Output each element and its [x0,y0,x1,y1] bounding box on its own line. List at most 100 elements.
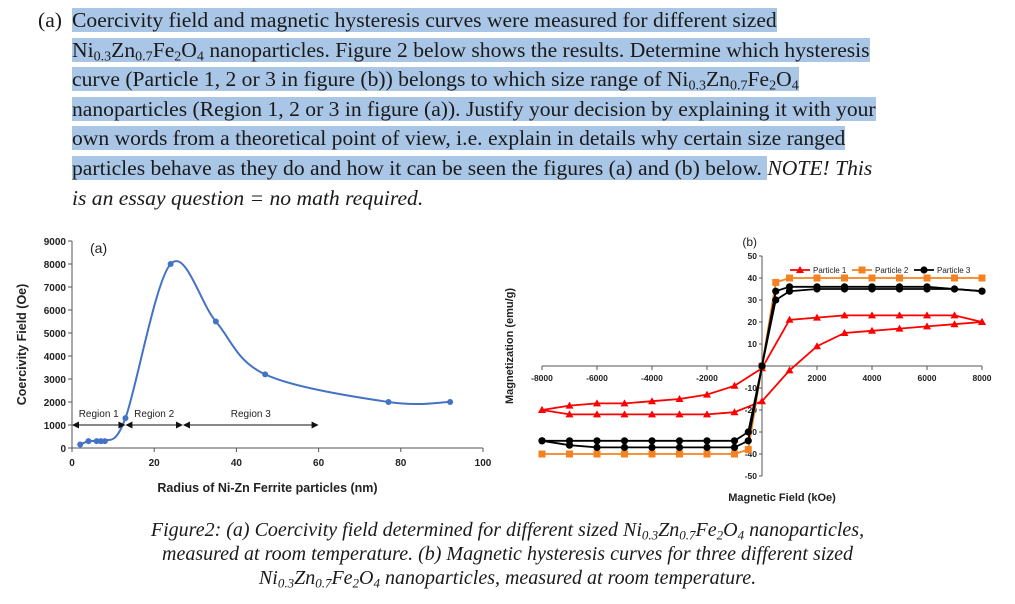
hysteresis-point [565,410,574,418]
legend-label: Particle 3 [937,266,971,275]
hysteresis-point [593,399,601,407]
hysteresis-point [731,450,738,458]
hysteresis-point [840,283,849,291]
formula-zn: Zn [705,67,730,92]
x-tick-label: 100 [475,458,492,469]
caption-text: Figure2: (a) Coercivity field determined… [150,519,642,541]
hysteresis-point [703,450,711,458]
region-arrowhead-left [72,421,79,429]
question-line-3: curve (Particle 1, 2 or 3 in figure (b))… [72,65,799,95]
hysteresis-point [895,283,904,291]
hysteresis-point [895,311,904,319]
hysteresis-point [703,410,711,418]
caption-text: measured at room temperature. (b) Magnet… [162,543,853,565]
coercivity-point [85,438,92,445]
y-tick-label: 5000 [44,329,67,340]
caption-text: nanoparticles, [744,519,865,541]
hysteresis-point [648,443,656,451]
legend-swatch-marker [858,266,866,274]
hysteresis-point [868,326,876,334]
y-tick-label: -20 [745,405,758,415]
formula-sub: 2 [352,575,360,591]
y-tick-label: -40 [745,449,758,459]
hysteresis-point [923,274,931,282]
hysteresis-point [840,311,849,319]
x-tick-label: 8000 [973,373,992,383]
y-tick-label: -50 [745,471,758,481]
hysteresis-point [565,401,574,409]
hysteresis-point [648,450,656,458]
formula-sub: 4 [196,48,204,65]
hysteresis-point [593,450,601,458]
y-tick-label: 3000 [44,375,67,386]
formula-ni: Ni [72,37,94,62]
hysteresis-point [593,437,601,445]
y-tick-label: 0 [60,444,66,455]
caption-text: nanoparticles, measured at room temperat… [380,567,757,589]
region-label: Region 2 [134,409,174,420]
y-tick-label: 4000 [44,352,67,363]
hysteresis-point [538,450,546,458]
formula-zn: Zn [111,37,136,62]
coercivity-point [122,415,129,422]
formula-fe: Fe [152,37,175,62]
hysteresis-point [620,410,629,418]
x-tick-label: 40 [231,458,243,469]
legend-swatch-marker [920,266,928,274]
hysteresis-point [950,285,959,293]
coercivity-point [93,438,100,445]
y-tick-label: 2000 [44,398,67,409]
x-axis-label: Magnetic Field (kOe) [728,492,836,504]
region-arrowhead-right [311,421,319,429]
y-axis-label: Magnetization (emu/g) [504,288,516,404]
region-arrowhead-right [118,421,126,429]
hysteresis-point [772,287,780,295]
hysteresis-point [730,381,739,389]
region-arrowhead-left [125,421,133,429]
hysteresis-point [538,437,546,445]
hysteresis-point [785,366,794,374]
formula-sub: 0.3 [277,575,295,591]
x-tick-label: 2000 [808,373,827,383]
hysteresis-point [951,274,958,282]
hysteresis-point [785,315,794,323]
figure-caption-line-1: Figure2: (a) Coercivity field determined… [0,518,1015,542]
region-arrowhead-left [182,421,190,429]
x-tick-label: 60 [313,458,325,469]
formula-o: O [359,567,374,589]
formula-sub: 4 [791,77,799,94]
coercivity-point [77,441,84,448]
hysteresis-point [675,395,684,402]
formula-zn: Zn [294,567,316,589]
formula-sub: 2 [769,77,777,94]
hysteresis-point [813,342,821,350]
formula-o: O [181,37,197,62]
question-line-5-text: own words from a theoretical point of vi… [72,126,846,151]
hysteresis-point [703,390,711,398]
hysteresis-point [840,329,849,336]
hysteresis-point [950,320,959,328]
y-tick-label: 30 [748,295,758,305]
question-line-6: particles behave as they do and how it c… [72,154,872,184]
hysteresis-point [978,287,986,295]
question-line-1-text: Coercivity field and magnetic hysteresis… [72,8,777,32]
hysteresis-point [744,437,752,445]
x-tick-label: 0 [69,458,75,469]
hysteresis-point [758,397,766,405]
x-tick-label: 6000 [918,373,937,383]
panel-label: (a) [90,240,107,256]
hysteresis-point [538,406,546,413]
formula-sub: 0.3 [93,48,112,65]
x-tick-label: -6000 [586,373,608,383]
figure-caption-line-3: Ni0.3Zn0.7Fe2O4 nanoparticles, measured … [0,566,1015,590]
hysteresis-point [703,443,711,451]
figure-caption-line-2: measured at room temperature. (b) Magnet… [0,542,1015,566]
hysteresis-point [978,274,986,282]
hysteresis-point [675,443,684,451]
y-tick-label: 6000 [44,306,67,317]
question-line-6-text: particles behave as they do and how it c… [72,156,768,180]
y-tick-label: -10 [745,383,758,393]
y-tick-label: 8000 [44,260,67,271]
region-label: Region 3 [231,409,271,420]
hysteresis-point [730,408,739,416]
